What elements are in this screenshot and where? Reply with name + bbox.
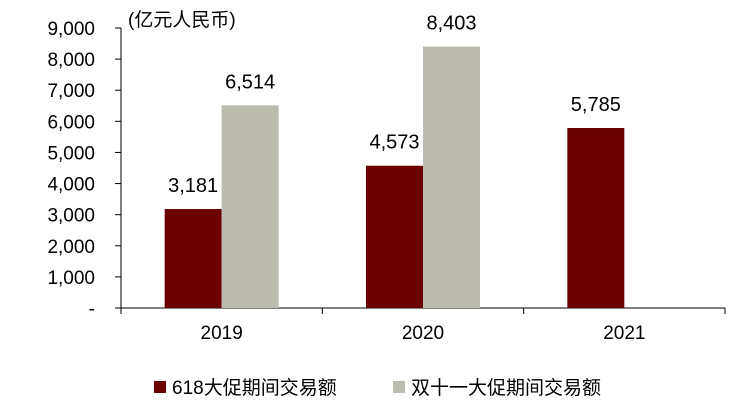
y-tick-label: 9,000 xyxy=(47,19,95,40)
data-label: 3,181 xyxy=(168,175,218,197)
legend: 618大促期间交易额 双十一大促期间交易额 xyxy=(154,377,601,399)
x-axis: 2019 2020 2021 xyxy=(120,307,726,344)
y-tick-label: 8,000 xyxy=(47,50,95,71)
data-label: 8,403 xyxy=(426,13,476,35)
bar-double11-2020 xyxy=(423,46,480,308)
unit-label: (亿元人民币) xyxy=(128,9,236,31)
y-axis: - 1,000 2,000 3,000 4,000 5,000 6,000 7,000 8,00… xyxy=(47,19,122,320)
bar-double11-2019 xyxy=(221,105,279,308)
legend-swatch xyxy=(393,381,405,393)
data-label: 6,514 xyxy=(225,71,275,93)
y-tick-label: 1,000 xyxy=(47,268,95,289)
y-tick-label: 7,000 xyxy=(47,81,95,102)
y-tick-label: - xyxy=(89,299,95,320)
bars xyxy=(164,46,625,308)
data-label: 5,785 xyxy=(571,94,621,116)
legend-label: 双十一大促期间交易额 xyxy=(411,377,601,399)
legend-swatch xyxy=(154,381,166,393)
bar-618-2019 xyxy=(164,209,222,308)
y-tick-label: 5,000 xyxy=(47,143,95,164)
x-tick-label: 2020 xyxy=(402,323,444,344)
legend-label: 618大促期间交易额 xyxy=(172,377,337,399)
y-tick-label: 4,000 xyxy=(47,175,95,196)
y-tick-label: 3,000 xyxy=(47,206,95,227)
bar-618-2020 xyxy=(366,165,423,308)
x-tick-label: 2019 xyxy=(201,323,243,344)
data-labels: 3,181 6,514 4,573 8,403 5,785 xyxy=(168,13,621,197)
bar-618-2021 xyxy=(567,128,625,308)
y-tick-label: 2,000 xyxy=(47,237,95,258)
data-label: 4,573 xyxy=(369,132,419,154)
y-tick-label: 6,000 xyxy=(47,112,95,133)
x-tick-label: 2021 xyxy=(603,323,645,344)
